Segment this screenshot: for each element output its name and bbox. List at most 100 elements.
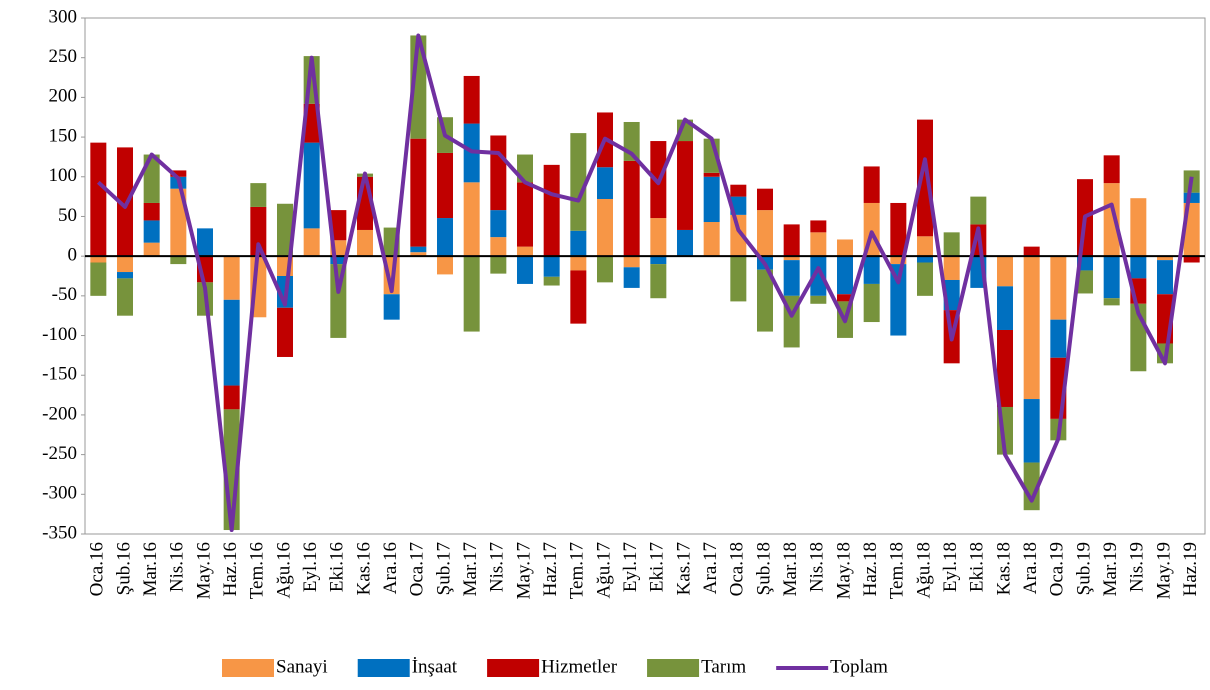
x-tick-label: May.16 <box>193 542 214 599</box>
bar <box>517 182 533 247</box>
plot-border <box>84 17 1206 535</box>
x-tick-label: Haz.16 <box>220 542 241 596</box>
bar <box>490 210 507 238</box>
bar <box>250 206 267 257</box>
x-tick-label: Nis.17 <box>487 542 508 592</box>
bar <box>570 230 587 257</box>
bar <box>650 218 667 257</box>
bar <box>117 256 133 273</box>
y-tick-label: -150 <box>42 364 77 385</box>
bar <box>543 164 560 257</box>
bar <box>623 160 640 257</box>
total-line <box>96 33 1194 533</box>
y-tick-label: -50 <box>52 284 77 305</box>
bar <box>117 272 133 279</box>
bar <box>463 182 480 257</box>
x-tick-label: Eki.18 <box>967 542 988 592</box>
x-tick-label: Mar.18 <box>780 542 801 596</box>
y-tick-label: -350 <box>42 522 77 543</box>
bar <box>223 256 240 300</box>
bar <box>223 299 240 386</box>
bar <box>783 256 800 261</box>
bar <box>437 218 453 257</box>
bar <box>677 229 693 257</box>
y-tick-label: 100 <box>49 165 78 186</box>
bar <box>143 202 160 221</box>
legend-swatch <box>222 659 274 677</box>
bar <box>943 232 960 257</box>
y-tick-label: 200 <box>49 86 78 107</box>
bar <box>757 188 773 211</box>
legend-label: Hizmetler <box>541 656 618 677</box>
bar <box>170 170 187 177</box>
bar <box>917 236 933 257</box>
x-tick-label: Haz.18 <box>860 542 881 596</box>
bar <box>250 183 267 207</box>
legend-label: İnşaat <box>412 656 458 677</box>
y-tick-label: 50 <box>58 205 77 226</box>
bar <box>810 220 827 233</box>
x-tick-label: Ara.17 <box>700 542 721 594</box>
bar <box>703 172 720 177</box>
legend-label: Toplam <box>830 656 888 677</box>
x-tick-label: Ağu.16 <box>273 542 294 598</box>
bar <box>703 222 720 257</box>
bar <box>730 214 747 257</box>
bar <box>1183 192 1200 203</box>
bar <box>810 295 827 304</box>
bar <box>383 294 400 320</box>
bar <box>90 256 107 263</box>
bar <box>303 228 320 257</box>
bar <box>1023 246 1040 257</box>
bar <box>1023 256 1040 400</box>
bar <box>1130 198 1147 257</box>
bar <box>730 256 747 302</box>
y-tick-label: -100 <box>42 324 77 345</box>
bar <box>1103 183 1120 257</box>
y-tick-label: 250 <box>49 46 78 67</box>
bar <box>277 203 293 257</box>
legend-label: Sanayi <box>276 656 328 677</box>
bar <box>490 237 507 257</box>
x-tick-label: Oca.17 <box>407 542 428 596</box>
bar <box>890 264 907 336</box>
x-tick-label: Eyl.18 <box>940 542 961 592</box>
bar <box>303 142 320 229</box>
bar <box>517 246 533 257</box>
bar <box>810 256 827 296</box>
x-tick-label: Haz.19 <box>1180 542 1201 596</box>
bar <box>143 220 160 243</box>
bar <box>1050 319 1067 358</box>
bar <box>330 256 347 265</box>
bar <box>543 276 560 286</box>
y-tick-label: 0 <box>68 245 78 266</box>
bar <box>837 239 853 257</box>
bar <box>570 133 587 231</box>
x-tick-label: Mar.16 <box>140 542 161 596</box>
x-tick-label: Nis.18 <box>807 542 828 592</box>
bar <box>810 232 827 257</box>
bar <box>837 294 853 302</box>
bar <box>1183 256 1200 263</box>
bar <box>783 260 800 296</box>
bar <box>917 119 933 237</box>
bar <box>437 152 453 219</box>
bar <box>997 256 1013 287</box>
bar <box>703 176 720 223</box>
x-tick-label: Mar.19 <box>1100 542 1121 596</box>
bar <box>623 267 640 288</box>
bar <box>570 270 587 324</box>
x-tick-label: Mar.17 <box>460 542 481 596</box>
bar <box>170 188 187 257</box>
bar <box>943 256 960 280</box>
bar <box>783 224 800 257</box>
y-tick-label: -200 <box>42 403 77 424</box>
bar <box>1157 256 1173 261</box>
bar <box>623 256 640 268</box>
bar <box>143 242 160 257</box>
bar <box>597 256 613 283</box>
y-tick-label: 300 <box>49 6 78 27</box>
y-tick-label: 150 <box>49 125 78 146</box>
